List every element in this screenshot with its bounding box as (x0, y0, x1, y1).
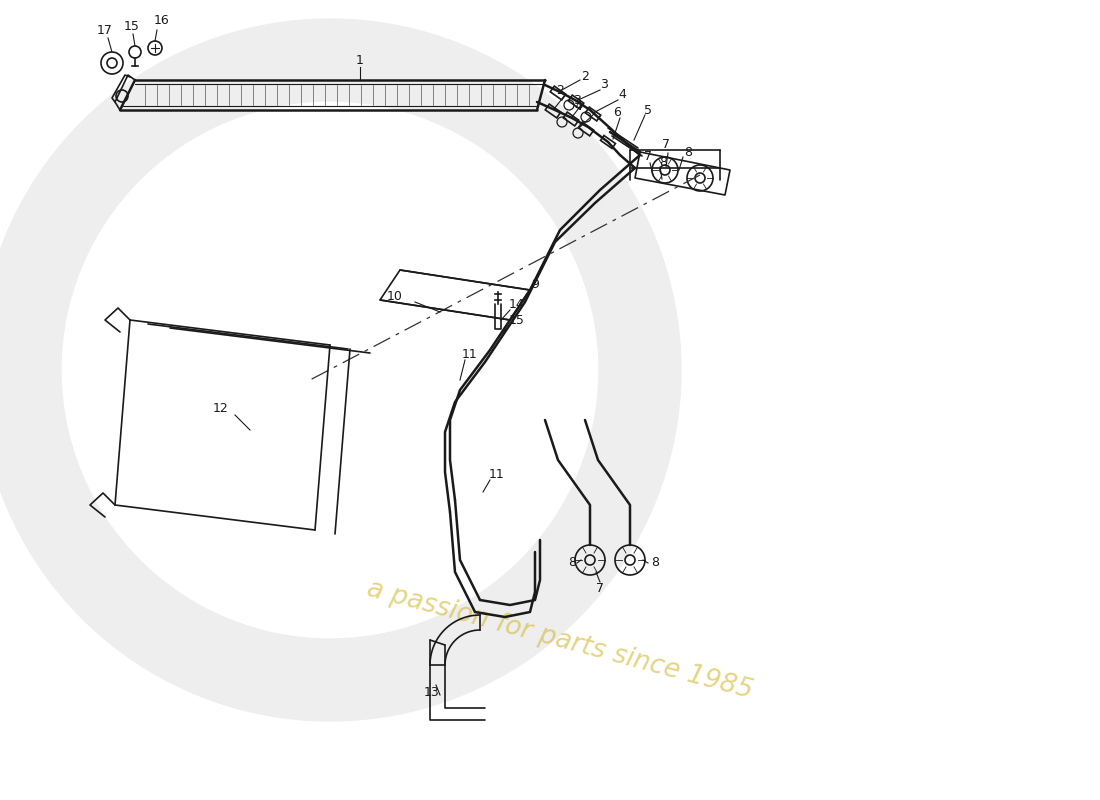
Text: 5: 5 (644, 103, 652, 117)
Text: 15: 15 (509, 314, 525, 326)
Text: 10: 10 (387, 290, 403, 302)
Text: 11: 11 (490, 467, 505, 481)
Text: 2: 2 (581, 70, 589, 82)
Text: 12: 12 (212, 402, 228, 414)
Text: a passion for parts since 1985: a passion for parts since 1985 (364, 576, 756, 704)
Text: 8: 8 (568, 557, 576, 570)
Text: 4: 4 (574, 101, 582, 114)
Text: 17: 17 (97, 23, 113, 37)
Text: 1: 1 (356, 54, 364, 66)
Text: 7: 7 (662, 138, 670, 151)
Text: 3: 3 (601, 78, 608, 91)
Text: 7: 7 (644, 150, 652, 163)
Text: 6: 6 (613, 106, 620, 119)
Text: 11: 11 (462, 347, 477, 361)
Text: 4: 4 (618, 89, 626, 102)
Text: 7: 7 (596, 582, 604, 594)
Text: 3: 3 (573, 94, 581, 106)
Text: 16: 16 (154, 14, 169, 27)
Text: 8: 8 (684, 146, 692, 158)
Text: 14: 14 (509, 298, 525, 310)
Text: 9: 9 (531, 278, 539, 291)
Text: 8: 8 (659, 155, 667, 169)
Text: 13: 13 (425, 686, 440, 699)
Text: 15: 15 (124, 19, 140, 33)
Text: 8: 8 (651, 557, 659, 570)
Text: 2: 2 (557, 83, 564, 97)
